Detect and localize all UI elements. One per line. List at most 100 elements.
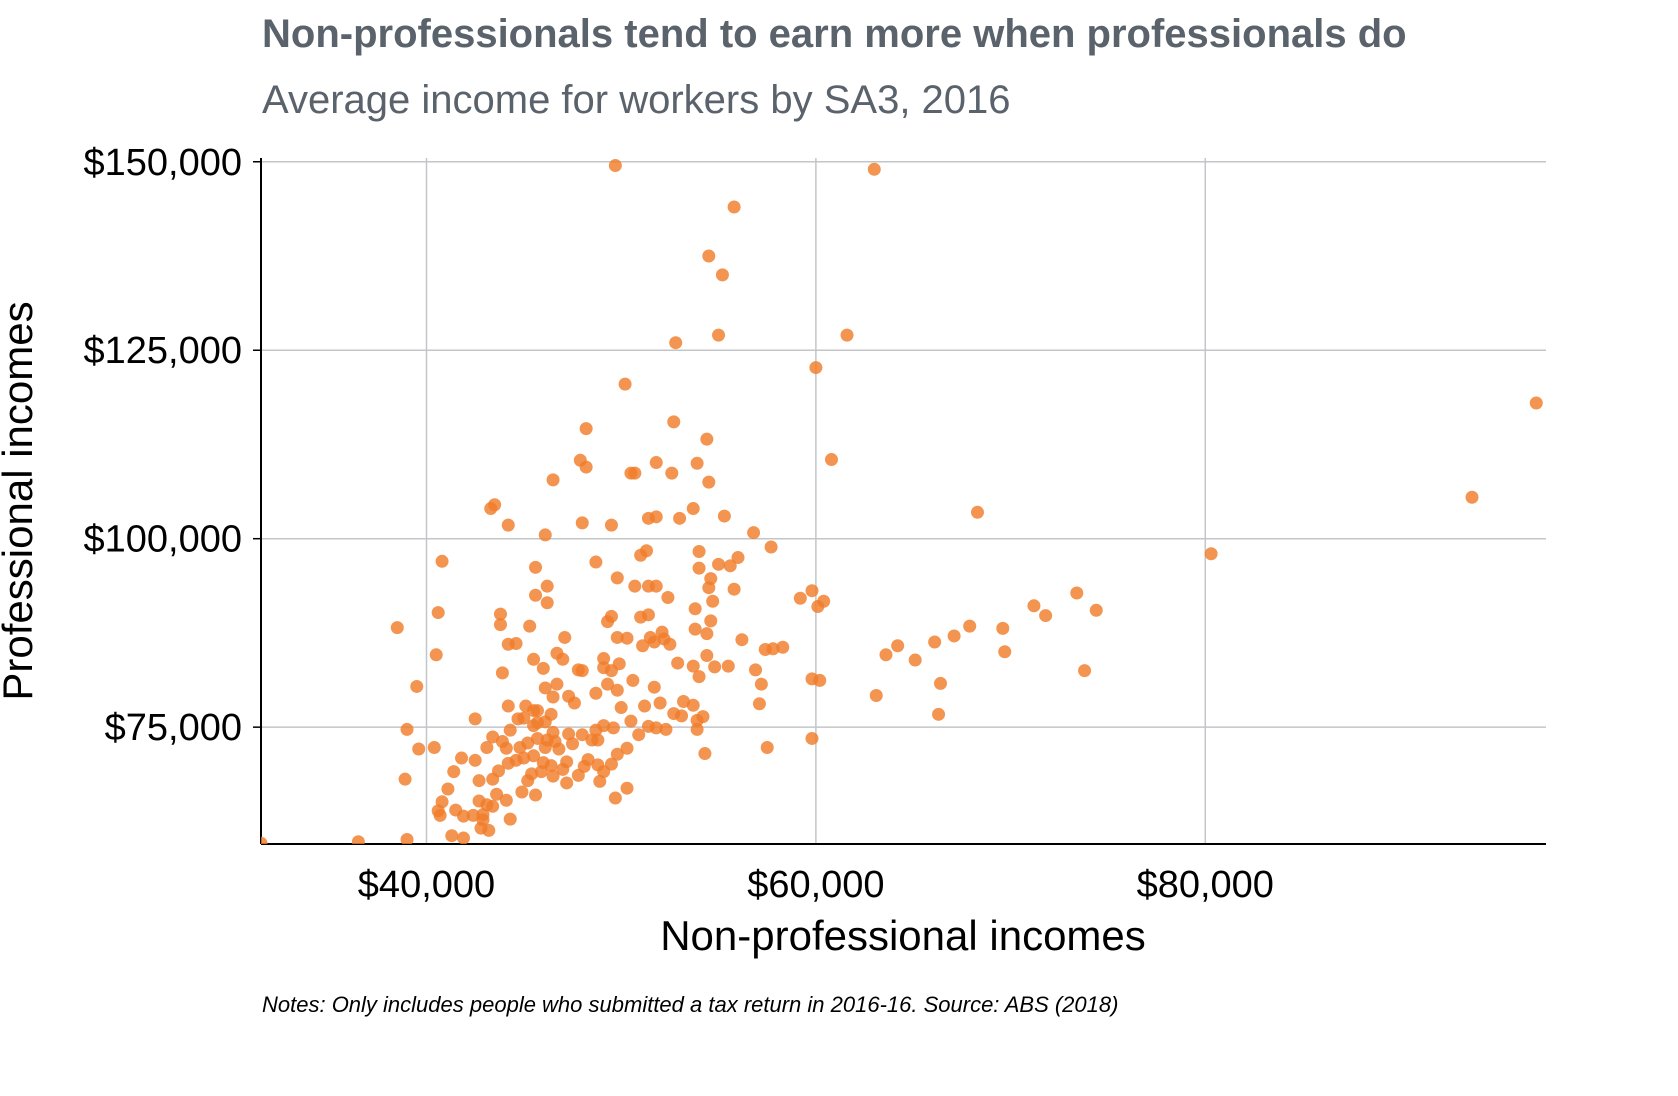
- data-point: [593, 774, 607, 788]
- data-point: [515, 785, 529, 799]
- data-point: [1529, 396, 1543, 410]
- data-point: [671, 656, 685, 670]
- data-point: [501, 756, 515, 770]
- data-point: [540, 596, 554, 610]
- data-point: [390, 621, 404, 635]
- data-point: [455, 751, 469, 765]
- data-point: [760, 741, 774, 755]
- data-point: [571, 768, 585, 782]
- data-point: [511, 712, 525, 726]
- data-point: [400, 832, 414, 844]
- data-point: [647, 635, 661, 649]
- data-point: [398, 772, 412, 786]
- data-point: [435, 554, 449, 568]
- data-point: [486, 730, 500, 744]
- data-point: [712, 557, 726, 571]
- data-point: [659, 722, 673, 736]
- data-point: [351, 835, 365, 844]
- data-point: [686, 698, 700, 712]
- data-point: [503, 812, 517, 826]
- x-tick-label: $40,000: [358, 864, 495, 906]
- data-point: [519, 699, 533, 713]
- chart-subtitle: Average income for workers by SA3, 2016: [262, 78, 1011, 122]
- data-point: [589, 686, 603, 700]
- data-point: [468, 712, 482, 726]
- data-point: [466, 808, 480, 822]
- data-point: [546, 473, 560, 487]
- data-point: [412, 742, 426, 756]
- data-point: [427, 741, 441, 755]
- data-point: [647, 680, 661, 694]
- data-point: [612, 657, 626, 671]
- data-point: [556, 652, 570, 666]
- data-point: [649, 456, 663, 470]
- data-point: [641, 608, 655, 622]
- data-point: [546, 769, 560, 783]
- data-point: [529, 560, 543, 574]
- data-point: [456, 809, 470, 823]
- data-point: [636, 639, 650, 653]
- data-point: [626, 673, 640, 687]
- data-point: [261, 836, 268, 844]
- data-point: [534, 765, 548, 779]
- data-point: [575, 728, 589, 742]
- data-point: [562, 727, 576, 741]
- data-point: [754, 677, 768, 691]
- data-point: [429, 648, 443, 662]
- data-point: [601, 615, 615, 629]
- data-point: [486, 772, 500, 786]
- data-point: [400, 722, 414, 736]
- data-point: [998, 645, 1012, 659]
- data-point: [579, 460, 593, 474]
- data-point: [566, 737, 580, 751]
- data-point: [620, 741, 634, 755]
- data-point: [747, 526, 761, 540]
- data-point: [490, 787, 504, 801]
- data-point: [649, 721, 663, 735]
- chart-notes: Notes: Only includes people who submitte…: [262, 992, 1119, 1017]
- data-point: [698, 747, 712, 761]
- data-point: [509, 636, 523, 650]
- data-point: [484, 502, 498, 516]
- data-point: [692, 561, 706, 575]
- x-tick-label: $80,000: [1137, 864, 1274, 906]
- data-point: [606, 721, 620, 735]
- data-point: [529, 588, 543, 602]
- y-tick-label: $100,000: [84, 519, 243, 561]
- data-point: [614, 701, 628, 715]
- data-point: [869, 688, 883, 702]
- x-axis-title: Non-professional incomes: [660, 912, 1146, 959]
- data-point: [410, 679, 424, 693]
- data-point: [669, 336, 683, 350]
- data-point: [696, 710, 710, 724]
- data-point: [493, 607, 507, 621]
- data-point: [503, 723, 517, 737]
- data-point: [1204, 547, 1218, 561]
- data-point: [624, 714, 638, 728]
- data-point: [776, 640, 790, 654]
- data-point: [628, 466, 642, 480]
- data-point: [525, 767, 539, 781]
- data-point: [891, 639, 905, 653]
- scatter-chart: $40,000 $60,000 $80,000 $75,000 $100,000 $125…: [0, 142, 1546, 959]
- data-point: [688, 622, 702, 636]
- data-point: [601, 677, 615, 691]
- data-point: [480, 741, 494, 755]
- data-point: [686, 502, 700, 516]
- data-point: [610, 571, 624, 585]
- data-point: [676, 695, 690, 709]
- tick-labels: $40,000 $60,000 $80,000 $75,000 $100,000 $125…: [84, 142, 1274, 906]
- data-point: [476, 813, 490, 827]
- data-point: [702, 475, 716, 489]
- data-point: [527, 652, 541, 666]
- data-point: [472, 794, 486, 808]
- data-point: [610, 630, 624, 644]
- data-point: [560, 776, 574, 790]
- data-point: [608, 791, 622, 805]
- data-point: [536, 661, 550, 675]
- data-point: [604, 518, 618, 532]
- data-point: [723, 559, 737, 573]
- data-point: [766, 642, 780, 656]
- data-points: [261, 159, 1543, 844]
- data-point: [441, 782, 455, 796]
